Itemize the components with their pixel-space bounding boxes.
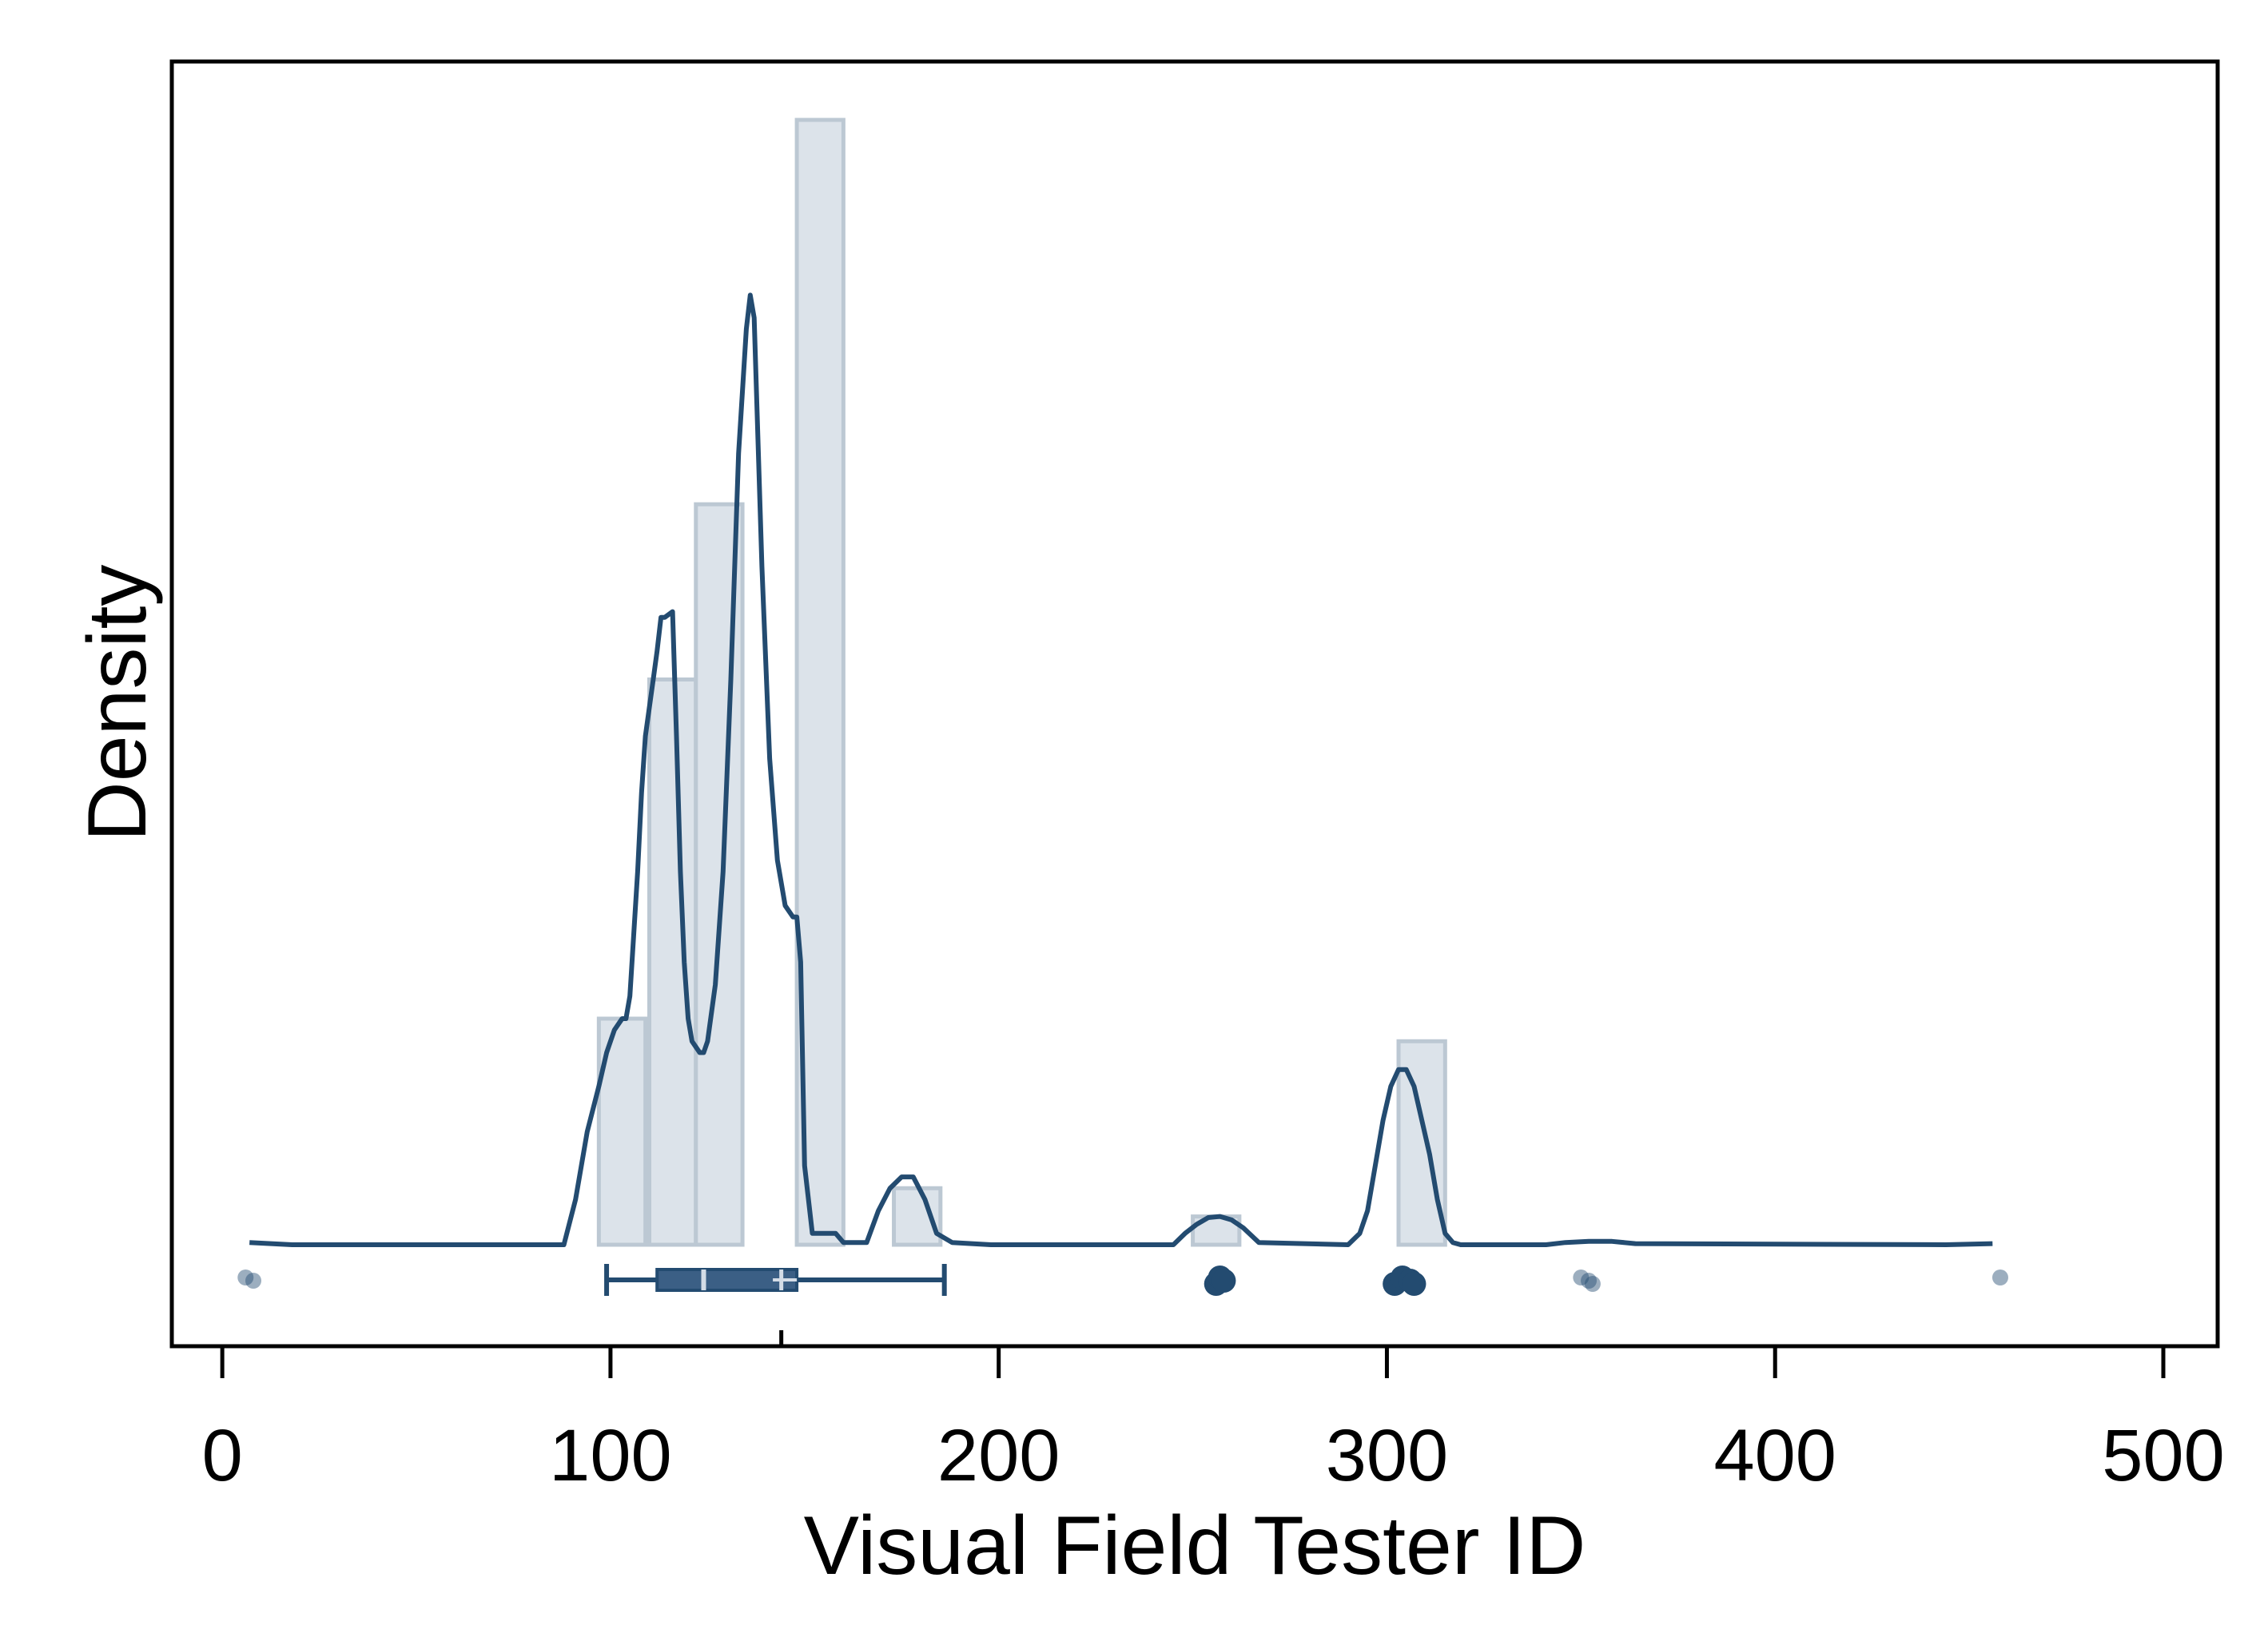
x-tick-label-0: 0: [202, 1415, 243, 1496]
x-axis: 0 100 200 300 400 500: [202, 1330, 2225, 1496]
x-tick-label-1: 100: [549, 1415, 672, 1496]
histogram-bar-1: [647, 677, 698, 1247]
x-tick-label-3: 300: [1326, 1415, 1449, 1496]
outlier-point-9: [1573, 1270, 1590, 1285]
outlier-point-12: [1991, 1270, 2008, 1285]
outlier-point-8: [1402, 1272, 1426, 1296]
density-curve: [249, 292, 1993, 1247]
outlier-point-11: [1584, 1276, 1601, 1292]
x-tick-label-4: 400: [1713, 1415, 1836, 1496]
outlier-point-0: [237, 1270, 254, 1285]
histogram-bars: [596, 117, 1447, 1247]
boxplot: [604, 1264, 947, 1296]
y-axis-label: Density: [71, 565, 164, 842]
outlier-point-1: [245, 1273, 262, 1289]
x-tick-label-2: 200: [937, 1415, 1060, 1496]
x-axis-label: Visual Field Tester ID: [804, 1500, 1586, 1592]
x-tick-label-5: 500: [2102, 1415, 2225, 1496]
histogram-bar-2: [694, 502, 745, 1247]
outlier-point-4: [1212, 1269, 1236, 1293]
outlier-point-10: [1581, 1273, 1598, 1289]
outlier-points: [237, 1266, 2008, 1296]
plot-frame: [169, 59, 2220, 1349]
histogram-bar-4: [892, 1186, 943, 1247]
